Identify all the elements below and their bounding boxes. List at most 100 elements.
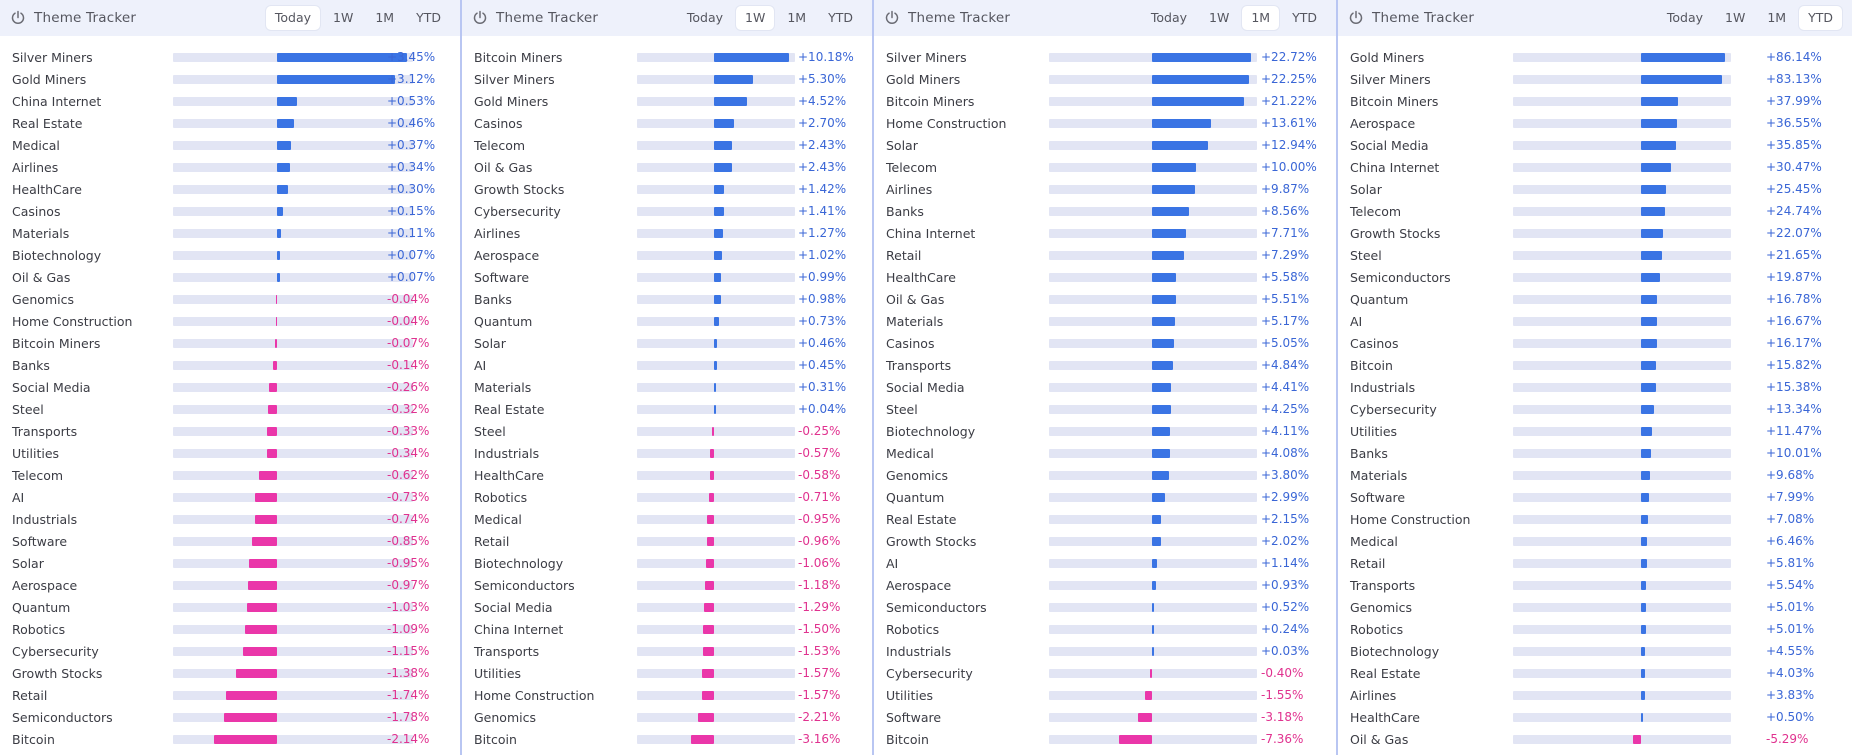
theme-name: Retail bbox=[886, 247, 922, 263]
tab-1w[interactable]: 1W bbox=[736, 6, 775, 30]
bar-track bbox=[637, 97, 795, 106]
tab-ytd[interactable]: YTD bbox=[828, 10, 853, 25]
change-value: +25.45% bbox=[1766, 182, 1822, 196]
theme-row: Medical -0.95% bbox=[462, 508, 874, 530]
change-value: +2.43% bbox=[798, 160, 847, 174]
bar-fill bbox=[1152, 405, 1171, 414]
bar-fill bbox=[714, 361, 718, 370]
bar-fill bbox=[1641, 449, 1651, 458]
change-value: +2.02% bbox=[1261, 534, 1310, 548]
theme-row: Aerospace +1.02% bbox=[462, 244, 874, 266]
theme-row: Semiconductors +19.87% bbox=[1338, 266, 1852, 288]
bar-fill bbox=[709, 471, 714, 480]
bar-fill bbox=[714, 75, 754, 84]
theme-name: Industrials bbox=[886, 643, 952, 659]
bar-track bbox=[1049, 339, 1257, 348]
tab-1m[interactable]: 1M bbox=[787, 10, 807, 25]
theme-name: Bitcoin bbox=[12, 731, 55, 747]
theme-row: Airlines +3.83% bbox=[1338, 684, 1852, 706]
bar-fill bbox=[1641, 537, 1648, 546]
bar-track bbox=[1049, 207, 1257, 216]
theme-name: HealthCare bbox=[1350, 709, 1420, 725]
tab-1m[interactable]: 1M bbox=[375, 10, 395, 25]
tab-ytd[interactable]: YTD bbox=[1292, 10, 1317, 25]
change-value: +4.55% bbox=[1766, 644, 1815, 658]
theme-row: Cybersecurity -0.40% bbox=[874, 662, 1338, 684]
tab-1w[interactable]: 1W bbox=[333, 10, 354, 25]
theme-row: Bitcoin Miners +21.22% bbox=[874, 90, 1338, 112]
theme-name: Bitcoin Miners bbox=[886, 93, 975, 109]
bar-track bbox=[1513, 141, 1731, 150]
bar-track bbox=[1513, 361, 1731, 370]
tab-today[interactable]: Today bbox=[265, 6, 321, 30]
bar-fill bbox=[1152, 361, 1174, 370]
bar-track bbox=[1513, 669, 1731, 678]
bar-fill bbox=[1152, 273, 1177, 282]
bar-track bbox=[637, 229, 795, 238]
change-value: +0.46% bbox=[387, 116, 436, 130]
change-value: -1.57% bbox=[798, 666, 841, 680]
change-value: +0.73% bbox=[798, 314, 847, 328]
change-value: +22.72% bbox=[1261, 50, 1317, 64]
bar-fill bbox=[1152, 251, 1184, 260]
change-value: +35.85% bbox=[1766, 138, 1822, 152]
bar-fill bbox=[1152, 207, 1190, 216]
tab-1w[interactable]: 1W bbox=[1209, 10, 1230, 25]
bar-fill bbox=[248, 581, 277, 590]
bar-fill bbox=[1641, 471, 1651, 480]
theme-row: Home Construction +13.61% bbox=[874, 112, 1338, 134]
bar-fill bbox=[1641, 625, 1646, 634]
theme-name: Gold Miners bbox=[12, 71, 87, 87]
change-value: +4.41% bbox=[1261, 380, 1310, 394]
bar-fill bbox=[1641, 515, 1648, 524]
change-value: +0.07% bbox=[387, 248, 436, 262]
theme-name: Growth Stocks bbox=[12, 665, 103, 681]
theme-row: Home Construction +7.08% bbox=[1338, 508, 1852, 530]
bar-fill bbox=[709, 449, 714, 458]
change-value: -1.55% bbox=[1261, 688, 1304, 702]
bar-track bbox=[1049, 559, 1257, 568]
change-value: +30.47% bbox=[1766, 160, 1822, 174]
theme-name: Software bbox=[886, 709, 942, 725]
theme-row: Casinos +0.15% bbox=[0, 200, 462, 222]
theme-name: Industrials bbox=[1350, 379, 1416, 395]
theme-row: Steel -0.25% bbox=[462, 420, 874, 442]
tab-today[interactable]: Today bbox=[1150, 10, 1188, 25]
theme-name: Medical bbox=[886, 445, 934, 461]
theme-row: AI +1.14% bbox=[874, 552, 1338, 574]
bar-track bbox=[1513, 713, 1731, 722]
theme-name: Casinos bbox=[12, 203, 61, 219]
bar-track bbox=[173, 295, 413, 304]
tab-1w[interactable]: 1W bbox=[1725, 10, 1746, 25]
tab-ytd[interactable]: YTD bbox=[416, 10, 441, 25]
theme-row: Genomics -0.04% bbox=[0, 288, 462, 310]
change-value: -0.62% bbox=[387, 468, 430, 482]
theme-row: Software -0.85% bbox=[0, 530, 462, 552]
bar-fill bbox=[702, 647, 714, 656]
bar-fill bbox=[236, 669, 277, 678]
theme-row: Industrials -0.74% bbox=[0, 508, 462, 530]
theme-row: Casinos +16.17% bbox=[1338, 332, 1852, 354]
theme-row: Quantum +0.73% bbox=[462, 310, 874, 332]
theme-row: Airlines +1.27% bbox=[462, 222, 874, 244]
change-value: +0.50% bbox=[1766, 710, 1815, 724]
tab-today[interactable]: Today bbox=[686, 10, 724, 25]
theme-row: Social Media +4.41% bbox=[874, 376, 1338, 398]
tab-today[interactable]: Today bbox=[1666, 10, 1704, 25]
change-value: +1.14% bbox=[1261, 556, 1310, 570]
theme-row: HealthCare -0.58% bbox=[462, 464, 874, 486]
tab-1m[interactable]: 1M bbox=[1242, 6, 1280, 30]
bar-track bbox=[173, 669, 413, 678]
bar-fill bbox=[714, 119, 734, 128]
bar-track bbox=[1513, 295, 1731, 304]
bar-track bbox=[1513, 625, 1731, 634]
tab-ytd[interactable]: YTD bbox=[1799, 6, 1842, 30]
theme-name: Banks bbox=[1350, 445, 1388, 461]
change-value: +0.93% bbox=[1261, 578, 1310, 592]
change-value: +3.83% bbox=[1766, 688, 1815, 702]
change-value: +15.38% bbox=[1766, 380, 1822, 394]
theme-name: AI bbox=[886, 555, 899, 571]
tab-1m[interactable]: 1M bbox=[1767, 10, 1787, 25]
theme-name: Banks bbox=[12, 357, 50, 373]
bar-track bbox=[1049, 647, 1257, 656]
